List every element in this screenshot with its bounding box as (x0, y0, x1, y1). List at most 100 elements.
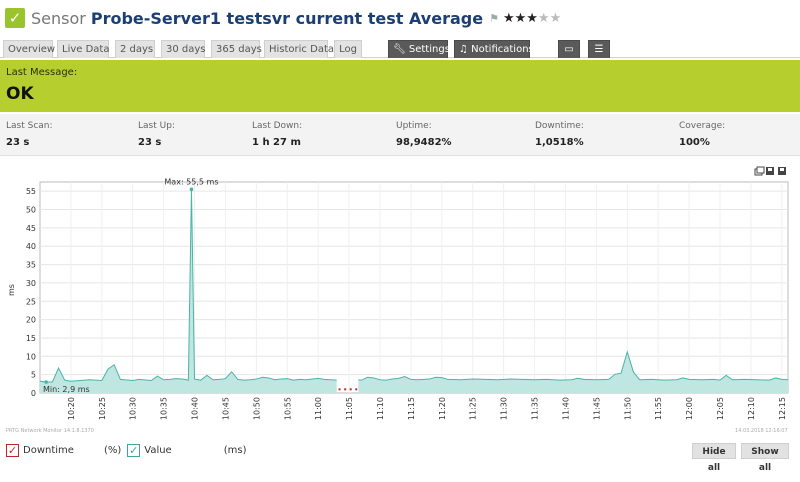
x-tick-label: 11:10 (376, 397, 385, 420)
grid-lines-vertical (70, 182, 783, 393)
value-unit: (ms) (223, 444, 247, 456)
wrench-icon: 🔧︎ (393, 44, 406, 55)
stat-value: 23 s (6, 137, 30, 148)
priority-stars[interactable]: ★★★★★ (503, 11, 561, 26)
stat-value: 1,0518% (535, 137, 584, 148)
value-label: Value (144, 444, 172, 456)
tab-bar: Overview Live Data 2 days 30 days 365 da… (0, 40, 800, 58)
stat-last-down: Last Down: 1 h 27 m (252, 121, 302, 148)
star-icon[interactable]: ★ (537, 10, 550, 26)
show-all-button[interactable]: Show all (741, 443, 789, 473)
page-header: ✓ Sensor Probe-Server1 testsvr current t… (5, 5, 795, 31)
star-icon[interactable]: ★ (549, 10, 562, 26)
chart-toolbar (754, 166, 786, 176)
comment-icon: ▭ (564, 44, 574, 55)
value-checkbox[interactable]: ✓ (127, 443, 141, 457)
stat-last-up: Last Up: 23 s (138, 121, 175, 148)
stat-label: Last Down: (252, 121, 303, 131)
downtime-label: Downtime (23, 444, 74, 456)
stat-value: 100% (679, 137, 710, 148)
y-tick-label: 30 (26, 279, 36, 288)
downtime-mark (344, 388, 347, 391)
downtime-checkbox[interactable]: ✓ (6, 443, 19, 457)
tab-365-days[interactable]: 365 days (211, 40, 262, 58)
chart-canvas: ms 0 5 10 15 20 25 30 35 40 45 50 55 10:20 10:25 10:3… (7, 166, 789, 420)
x-tick-label: 11:00 (314, 397, 323, 420)
flag-icon[interactable]: ⚑ (489, 11, 499, 25)
notifications-button[interactable]: ♫︎ Notifications (454, 40, 534, 58)
tab-30-days[interactable]: 30 days (161, 40, 206, 58)
y-tick-label: 40 (26, 242, 36, 251)
settings-label: Settings (408, 44, 450, 55)
title-prefix: Sensor (31, 8, 86, 28)
status-ok-icon: ✓ (5, 8, 25, 28)
stat-downtime: Downtime: 1,0518% (535, 121, 584, 148)
sensor-name: Probe-Server1 testsvr current test Avera… (90, 8, 484, 28)
plot-area (39, 181, 789, 394)
star-icon[interactable]: ★ (526, 10, 538, 26)
x-tick-label: 12:15 (778, 397, 787, 420)
x-tick-label: 10:30 (129, 397, 138, 420)
x-tick-label: 10:25 (98, 397, 107, 420)
x-tick-label: 11:40 (561, 397, 570, 420)
x-tick-label: 10:55 (283, 397, 292, 420)
downtime-mark (338, 388, 341, 391)
x-tick-label: 11:55 (654, 397, 663, 420)
settings-button[interactable]: 🔧︎ Settings (388, 40, 450, 58)
y-tick-label: 35 (26, 261, 36, 270)
last-message-banner: Last Message: OK (0, 60, 800, 112)
live-data-chart: ms 0 5 10 15 20 25 30 35 40 45 50 55 10:20 10:25 10:3… (0, 160, 800, 482)
stat-label: Coverage: (679, 121, 726, 131)
stat-label: Downtime: (535, 121, 584, 131)
last-message-value: OK (6, 84, 34, 104)
min-marker (44, 380, 48, 384)
popout-icon[interactable] (754, 166, 765, 176)
x-tick-label: 11:25 (469, 397, 478, 420)
x-tick-label: 11:30 (500, 397, 509, 420)
stat-value: 23 s (138, 137, 162, 148)
x-tick-label: 10:35 (160, 397, 169, 420)
save-icon[interactable] (766, 167, 774, 175)
stat-value: 1 h 27 m (252, 137, 301, 148)
tab-2-days[interactable]: 2 days (115, 40, 155, 58)
save-alt-icon[interactable] (778, 167, 786, 175)
y-axis-label: ms (7, 284, 16, 296)
stat-label: Last Up: (138, 121, 175, 131)
star-icon[interactable]: ★ (514, 10, 527, 26)
x-tick-label: 12:05 (716, 397, 725, 420)
series-value-area[interactable] (40, 189, 788, 393)
x-tick-label: 10:45 (221, 397, 230, 420)
stat-last-scan: Last Scan: 23 s (6, 121, 53, 148)
tab-log[interactable]: Log (334, 40, 362, 58)
chart-legend: ✓ Downtime (%) ✓ Value (ms) (6, 441, 246, 459)
x-tick-label: 11:35 (531, 397, 540, 420)
series-value-line[interactable] (39, 189, 789, 383)
x-tick-label: 12:00 (685, 397, 694, 420)
downtime-mark (355, 388, 358, 391)
hide-all-button[interactable]: Hide all (692, 443, 736, 473)
tab-historic-data[interactable]: Historic Data (264, 40, 334, 58)
downtime-unit: (%) (103, 444, 122, 456)
y-tick-labels: 0 5 10 15 20 25 30 35 40 45 50 55 (26, 187, 36, 398)
star-icon[interactable]: ★ (502, 10, 515, 26)
y-tick-label: 25 (26, 297, 36, 306)
x-tick-label: 11:15 (407, 397, 416, 420)
y-tick-label: 0 (31, 389, 36, 398)
stat-label: Last Scan: (6, 121, 53, 131)
tab-live-data[interactable]: Live Data (57, 40, 109, 58)
list-button[interactable]: ☰ (588, 40, 610, 58)
version-text: PRTG Network Monitor 14.1.8.1370 (6, 428, 94, 434)
stat-uptime: Uptime: 98,9482% (396, 121, 452, 148)
stat-coverage: Coverage: 100% (679, 121, 725, 148)
y-tick-label: 20 (26, 316, 36, 325)
bell-icon: ♫︎ (459, 44, 468, 55)
x-tick-label: 12:10 (747, 397, 756, 420)
tab-overview[interactable]: Overview (3, 40, 55, 58)
y-tick-label: 15 (26, 334, 36, 343)
x-tick-label: 11:45 (592, 397, 601, 420)
y-tick-label: 10 (26, 352, 36, 361)
y-tick-label: 5 (31, 371, 36, 380)
x-tick-labels: 10:20 10:25 10:30 10:35 10:40 10:45 10:50 10:55… (67, 397, 787, 420)
x-tick-label: 10:40 (191, 397, 200, 420)
comments-button[interactable]: ▭ (558, 40, 580, 58)
